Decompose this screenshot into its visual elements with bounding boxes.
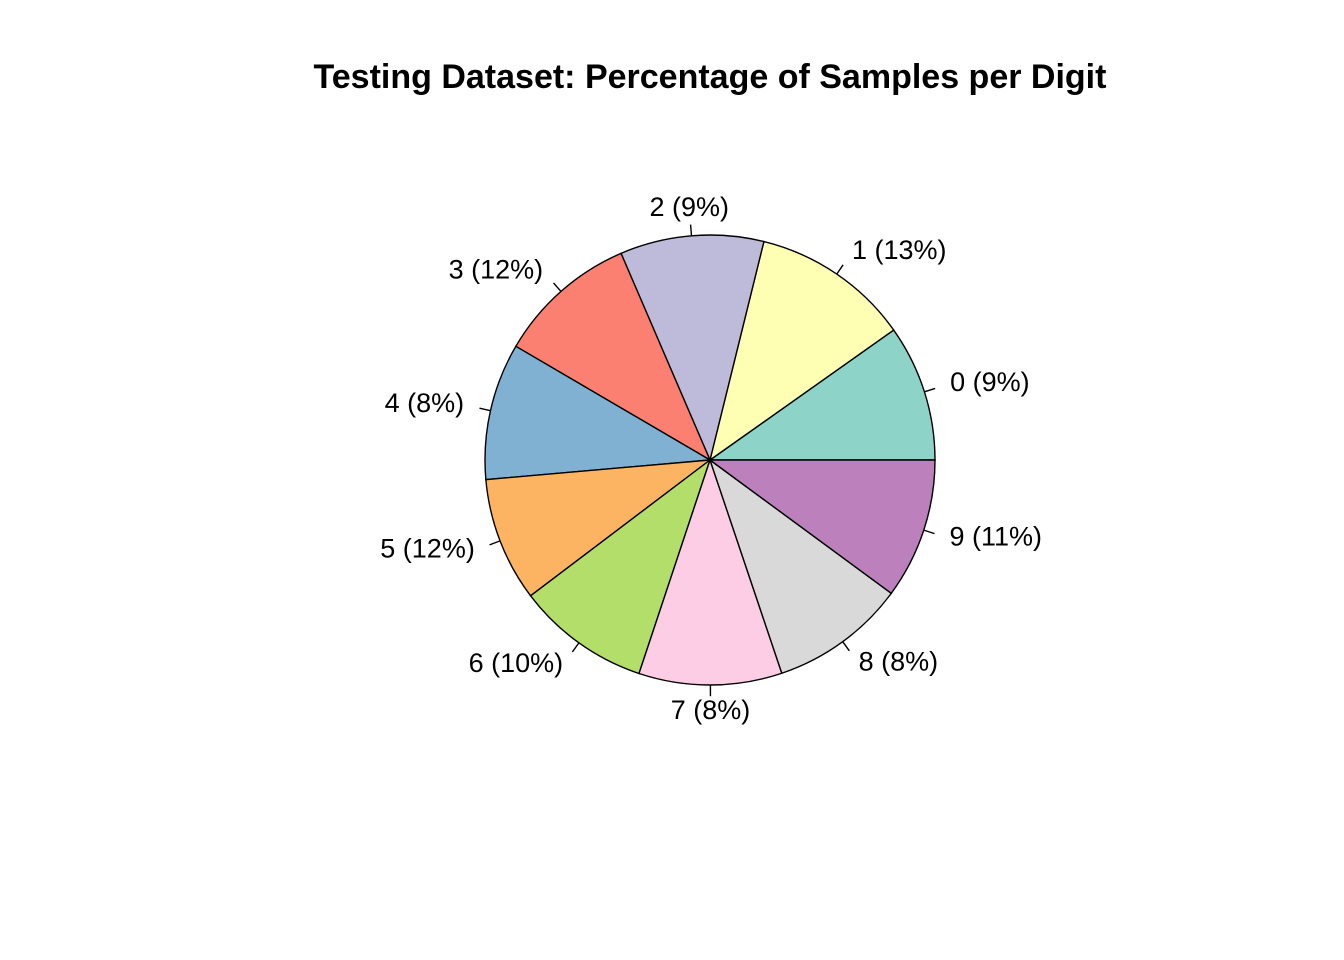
pie-label-tick-5 — [489, 540, 501, 546]
pie-slice-label-8: 8 (8%) — [859, 647, 939, 677]
pie-label-tick-3 — [553, 282, 562, 292]
pie-slice-0 — [707, 329, 936, 461]
pie-slice-1 — [708, 240, 895, 462]
pie-label-tick-1 — [836, 264, 844, 275]
pie-slice-label-5: 5 (12%) — [380, 534, 475, 564]
pie-label-tick-9 — [923, 529, 935, 535]
pie-slice-label-9: 9 (11%) — [949, 522, 1042, 552]
pie-slice-label-1: 1 (13%) — [852, 235, 947, 265]
pie-slice-5 — [485, 459, 713, 597]
pie-slice-label-2: 2 (9%) — [650, 192, 730, 222]
pie-slice-label-7: 7 (8%) — [671, 695, 751, 725]
pie-slice-label-0: 0 (9%) — [950, 367, 1030, 397]
pie-label-tick-4 — [479, 407, 491, 412]
pie-label-tick-0 — [924, 387, 936, 393]
pie-label-tick-6 — [571, 642, 580, 653]
pie-slice-7 — [638, 457, 783, 686]
pie-label-tick-8 — [842, 641, 850, 652]
pie-slice-6 — [529, 458, 712, 675]
pie-slice-label-6: 6 (10%) — [469, 648, 564, 678]
pie-slice-label-3: 3 (12%) — [449, 254, 544, 284]
pie-slice-4 — [484, 345, 713, 481]
pie-label-tick-2 — [689, 224, 693, 236]
chart-title: Testing Dataset: Percentage of Samples p… — [313, 58, 1107, 96]
pie-slice-label-4: 4 (8%) — [385, 388, 465, 418]
